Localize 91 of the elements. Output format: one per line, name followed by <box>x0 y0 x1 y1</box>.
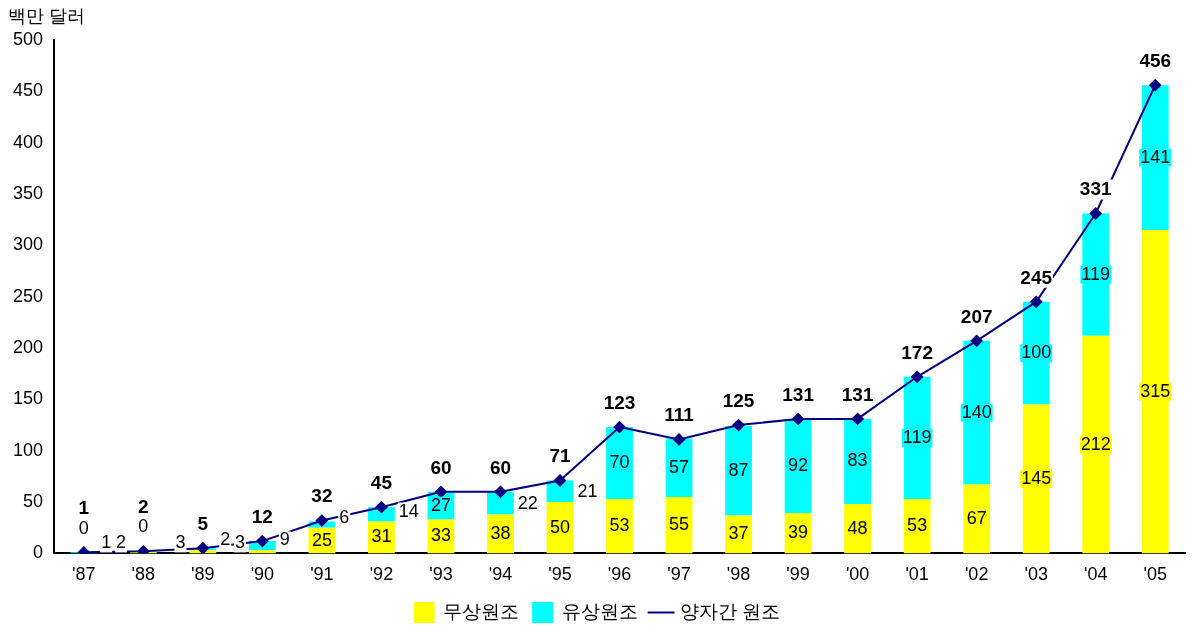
data-label: 25 <box>311 529 332 550</box>
data-label: 21 <box>577 481 598 502</box>
x-tick-label: '03 <box>1024 564 1048 585</box>
data-label: 100 <box>1021 342 1052 363</box>
data-label: 212 <box>1080 433 1111 454</box>
y-tick-label: 400 <box>12 131 44 152</box>
data-label: 2 <box>138 496 149 518</box>
data-label: 2 <box>220 529 231 550</box>
x-tick-label: '93 <box>429 564 453 585</box>
data-label: 22 <box>517 493 538 514</box>
legend-label: 유상원조 <box>561 600 638 622</box>
data-label: 131 <box>841 383 874 405</box>
x-tick-label: '94 <box>488 564 513 585</box>
x-tick-label: '88 <box>131 564 156 585</box>
y-tick-label: 200 <box>12 337 44 358</box>
data-label: 53 <box>907 515 928 536</box>
y-tick-label: 50 <box>23 491 44 512</box>
x-tick-label: '96 <box>607 564 632 585</box>
y-tick-label: 350 <box>12 182 44 203</box>
data-label: 39 <box>788 522 809 543</box>
data-label: 33 <box>430 525 451 546</box>
data-label: 119 <box>1081 263 1111 284</box>
data-label: 315 <box>1140 380 1171 401</box>
data-label: 92 <box>788 455 809 476</box>
data-label: 14 <box>398 500 419 521</box>
data-label: 57 <box>669 456 690 477</box>
data-label: 9 <box>279 529 290 550</box>
data-label: 245 <box>1020 266 1053 288</box>
data-label: 456 <box>1139 49 1172 71</box>
y-tick-label: 250 <box>12 285 44 306</box>
y-tick-label: 150 <box>12 388 44 409</box>
data-label: 141 <box>1140 146 1171 167</box>
data-label: 87 <box>728 459 749 480</box>
data-label: 6 <box>339 506 350 527</box>
data-label: 3 <box>175 532 186 553</box>
data-label: 3 <box>234 532 245 553</box>
data-label: 1 <box>101 532 112 553</box>
data-label: 131 <box>782 383 815 405</box>
data-label: 1 <box>78 497 90 519</box>
data-label: 123 <box>603 391 636 413</box>
y-axis-title: 백만 달러 <box>8 5 86 26</box>
data-label: 37 <box>728 523 749 544</box>
x-tick-label: '87 <box>72 564 96 585</box>
x-tick-label: '00 <box>845 564 870 585</box>
data-label: 111 <box>664 404 695 426</box>
y-tick-label: 450 <box>12 80 44 101</box>
data-label: 71 <box>549 445 571 467</box>
x-tick-label: '89 <box>191 564 215 585</box>
data-label: 48 <box>847 517 868 538</box>
data-label: 2 <box>115 532 126 553</box>
data-label: 0 <box>78 518 89 539</box>
legend-label: 무상원조 <box>443 600 520 622</box>
data-label: 60 <box>489 456 512 478</box>
y-tick-label: 500 <box>12 28 44 49</box>
data-label: 12 <box>251 505 273 527</box>
data-label: 53 <box>609 515 630 536</box>
data-label: 125 <box>722 389 755 411</box>
x-tick-label: '99 <box>786 564 810 585</box>
x-tick-label: '90 <box>250 564 275 585</box>
data-label: 70 <box>609 452 630 473</box>
x-tick-label: '97 <box>667 564 691 585</box>
x-tick-label: '04 <box>1083 564 1108 585</box>
data-label: 50 <box>549 516 571 537</box>
data-label: 172 <box>901 341 933 363</box>
data-label: 83 <box>847 450 868 471</box>
data-label: 5 <box>197 513 209 534</box>
x-tick-label: '01 <box>905 564 929 585</box>
y-tick-label: 300 <box>12 234 44 255</box>
x-tick-label: '95 <box>548 564 572 585</box>
x-tick-label: '91 <box>310 564 334 585</box>
x-tick-label: '05 <box>1143 564 1167 585</box>
data-label: 331 <box>1079 178 1112 200</box>
y-tick-label: 100 <box>12 439 44 460</box>
data-label: 60 <box>430 456 452 478</box>
data-label: 27 <box>430 494 451 515</box>
data-label: 140 <box>961 401 992 422</box>
x-tick-label: '98 <box>726 564 751 585</box>
data-label: 31 <box>371 526 392 547</box>
data-label: 207 <box>960 305 993 327</box>
y-tick-label: 0 <box>33 542 44 563</box>
data-label: 0 <box>138 516 149 537</box>
data-label: 119 <box>902 426 932 447</box>
data-label: 38 <box>490 522 511 543</box>
data-label: 55 <box>669 514 690 535</box>
data-label: 145 <box>1021 467 1052 488</box>
data-label: 45 <box>370 471 393 493</box>
x-tick-label: '02 <box>964 564 989 585</box>
x-tick-label: '92 <box>369 564 394 585</box>
data-label: 67 <box>966 507 987 528</box>
legend-label: 양자간 원조 <box>680 600 781 622</box>
data-label: 32 <box>311 485 333 507</box>
